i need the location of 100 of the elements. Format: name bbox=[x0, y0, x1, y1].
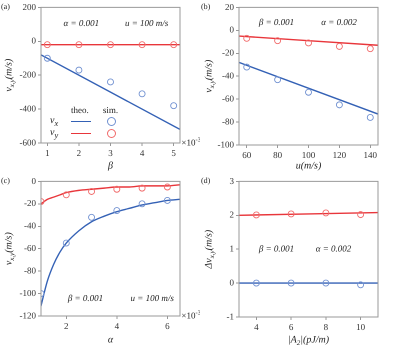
x-tick-label: 1 bbox=[45, 148, 50, 158]
annotation: theo. bbox=[71, 104, 89, 115]
y-tick-label: -200 bbox=[20, 70, 36, 80]
y-tick-label: 0 bbox=[32, 176, 36, 186]
point bbox=[336, 42, 343, 50]
y-tick-label: -400 bbox=[20, 103, 36, 114]
point bbox=[243, 64, 250, 70]
point bbox=[252, 212, 260, 218]
x-tick-label: 8 bbox=[324, 322, 329, 332]
point bbox=[288, 280, 295, 287]
point bbox=[366, 45, 374, 52]
x-tick-label: 4 bbox=[114, 320, 120, 331]
point bbox=[322, 280, 330, 287]
chart-title: (a) bbox=[1, 2, 10, 12]
point bbox=[138, 41, 146, 48]
x-tick-label: 4 bbox=[254, 322, 260, 332]
point bbox=[252, 280, 260, 287]
point bbox=[305, 88, 312, 96]
point bbox=[88, 214, 95, 221]
x-axis-title: u(m/s) bbox=[296, 160, 322, 172]
point bbox=[138, 184, 146, 192]
point bbox=[75, 41, 82, 48]
point bbox=[107, 78, 114, 86]
legend-label: v$_{x}$ bbox=[50, 114, 60, 128]
point bbox=[305, 39, 312, 46]
x-axis-title: β bbox=[107, 160, 114, 172]
point bbox=[138, 90, 146, 98]
line-series bbox=[41, 184, 180, 205]
x-tick-label: 3 bbox=[108, 148, 114, 158]
point bbox=[357, 281, 364, 288]
y-tick-label: -40 bbox=[222, 70, 234, 81]
annotation: sim. bbox=[102, 104, 118, 115]
point bbox=[288, 210, 295, 218]
x-tick-label: 2 bbox=[64, 320, 69, 331]
point bbox=[274, 76, 282, 84]
legend-label: v$_{y}$ bbox=[50, 126, 60, 140]
chart-title: (b) bbox=[201, 2, 211, 12]
y-tick-label: -40 bbox=[24, 220, 36, 231]
point bbox=[274, 37, 282, 44]
y-tick-label: -20 bbox=[222, 48, 234, 58]
x-tick-label: 140 bbox=[364, 150, 378, 160]
y-tick-label: 0 bbox=[32, 36, 36, 46]
point bbox=[88, 188, 95, 195]
point bbox=[138, 200, 146, 208]
annotation: u = 100 m/s bbox=[124, 18, 169, 28]
y-tick-label: 2 bbox=[230, 210, 234, 220]
x-tick-label: 5 bbox=[171, 148, 176, 158]
y-tick-label: 0 bbox=[230, 24, 234, 35]
point bbox=[243, 34, 250, 42]
chart-title: (c) bbox=[1, 176, 10, 186]
point bbox=[62, 240, 70, 247]
point bbox=[62, 191, 70, 198]
line-series bbox=[41, 198, 180, 307]
annotation: β = 0.001 bbox=[258, 244, 294, 254]
y-tick-label: -20 bbox=[24, 198, 36, 208]
y-tick-label: -1 bbox=[226, 311, 234, 322]
y-tick-label: 20 bbox=[225, 2, 234, 12]
point bbox=[336, 101, 343, 108]
y-tick-label: -60 bbox=[24, 243, 36, 254]
y-tick-label: -120 bbox=[20, 310, 36, 320]
point bbox=[113, 186, 120, 193]
chart-title: (d) bbox=[201, 176, 211, 186]
annotation: β = 0.001 bbox=[258, 16, 294, 27]
point bbox=[164, 184, 171, 190]
point bbox=[170, 102, 178, 110]
annotation: β = 0.001 bbox=[66, 292, 104, 303]
point bbox=[107, 41, 114, 48]
x-axis-title: α bbox=[108, 334, 114, 346]
x-tick-label: 60 bbox=[242, 150, 252, 160]
point bbox=[164, 197, 171, 204]
x-tick-label: 10 bbox=[356, 322, 366, 332]
point bbox=[357, 211, 364, 218]
annotation: u = 100 m/s bbox=[130, 292, 174, 303]
point bbox=[170, 41, 178, 48]
x-tick-label: 6 bbox=[165, 320, 170, 331]
x-tick-label: 100 bbox=[302, 150, 316, 160]
y-tick-label: -80 bbox=[222, 116, 234, 126]
y-tick-label: 200 bbox=[22, 2, 36, 12]
y-tick-label: -80 bbox=[24, 265, 36, 276]
y-tick-label: 3 bbox=[230, 176, 234, 186]
x-tick-label: 120 bbox=[332, 150, 347, 160]
y-tick-label: -600 bbox=[20, 137, 36, 148]
x-tick-label: 6 bbox=[288, 322, 294, 332]
x-tick-label: 80 bbox=[273, 150, 283, 160]
x-tick-label: 4 bbox=[140, 148, 145, 158]
y-tick-label: 0 bbox=[230, 277, 234, 288]
point bbox=[75, 66, 82, 74]
annotation: α = 0.002 bbox=[316, 244, 352, 254]
y-tick-label: -60 bbox=[222, 93, 234, 104]
annotation: α = 0.002 bbox=[321, 16, 358, 27]
annotation: α = 0.001 bbox=[64, 18, 100, 28]
x-tick-label: 2 bbox=[76, 148, 82, 158]
point bbox=[322, 209, 330, 216]
point bbox=[44, 41, 51, 48]
y-tick-label: -100 bbox=[218, 139, 234, 150]
point bbox=[366, 114, 374, 121]
y-tick-label: -100 bbox=[20, 288, 36, 298]
point bbox=[113, 207, 120, 214]
point bbox=[44, 54, 51, 62]
y-tick-label: 1 bbox=[230, 244, 234, 254]
